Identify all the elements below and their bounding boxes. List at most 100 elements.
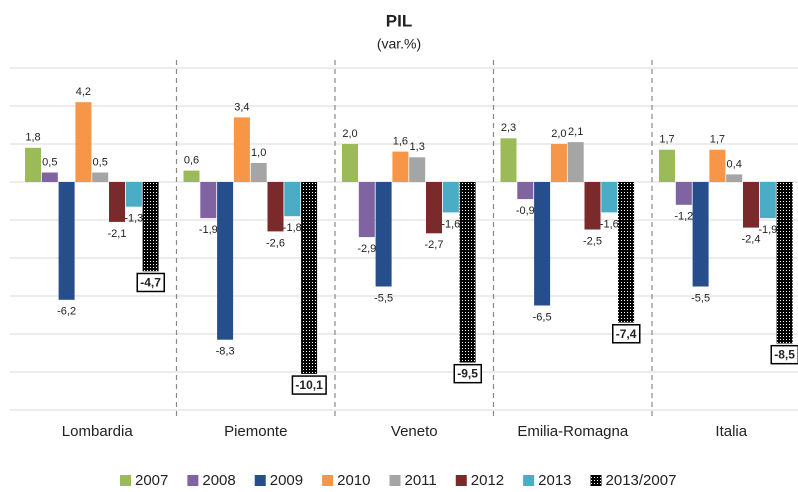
bar	[358, 182, 375, 238]
bar	[743, 182, 759, 228]
chart-subtitle: (var.%)	[377, 36, 421, 52]
legend-label: 2013	[538, 472, 571, 489]
data-label-box	[136, 272, 166, 293]
data-label: 1,0	[251, 147, 266, 159]
bar	[601, 182, 618, 213]
bar	[217, 182, 234, 340]
bar	[142, 182, 159, 272]
data-label: -2,1	[108, 228, 127, 240]
legend-label: 2009	[270, 472, 303, 489]
data-label: -0,9	[516, 205, 535, 217]
data-label-box	[291, 375, 327, 395]
data-label: 1,6	[393, 136, 408, 148]
data-label: 2,0	[342, 128, 357, 140]
legend-swatch	[187, 475, 199, 486]
data-label: 2,0	[551, 128, 566, 140]
data-label: -8,5	[774, 348, 795, 362]
data-label: 1,3	[410, 141, 425, 153]
bar	[534, 182, 551, 306]
legend-swatch	[120, 475, 131, 486]
data-label: 3,4	[234, 101, 249, 113]
data-label: 2,3	[501, 122, 516, 134]
data-label-box	[770, 344, 798, 365]
data-label: 0,6	[184, 155, 199, 167]
data-label: -7,4	[616, 327, 637, 341]
x-tick-label: Veneto	[391, 423, 438, 440]
legend-swatch	[523, 475, 535, 486]
legend-label: 2013/2007	[606, 472, 677, 489]
bar	[567, 142, 584, 182]
bar	[500, 138, 517, 182]
bar	[301, 182, 318, 374]
bar	[41, 172, 58, 182]
data-label: -5,5	[374, 292, 393, 304]
data-label: -9,5	[457, 367, 478, 381]
legend-swatch	[455, 475, 467, 486]
data-label: -2,6	[266, 237, 285, 249]
data-label: -6,5	[533, 311, 552, 323]
data-label: -1,3	[124, 213, 143, 225]
data-label: 1,7	[710, 134, 725, 146]
legend-label: 2007	[135, 472, 168, 489]
data-label: 2,1	[568, 126, 583, 138]
bar	[776, 182, 793, 344]
bar	[58, 182, 75, 300]
bar	[75, 102, 92, 182]
data-label-box	[612, 324, 641, 344]
legend-label: 2010	[337, 472, 370, 489]
bar	[284, 182, 301, 217]
x-tick-label: Emilia-Romagna	[517, 423, 629, 440]
data-label: -2,5	[583, 235, 602, 247]
bar	[375, 182, 392, 287]
data-label: -8,3	[216, 346, 235, 358]
bar	[759, 182, 776, 219]
chart-title: PIL	[386, 11, 412, 30]
x-tick-label: Piemonte	[224, 423, 287, 440]
data-label: -2,9	[357, 243, 376, 255]
legend-swatch	[590, 475, 602, 486]
legend-swatch	[254, 475, 266, 486]
data-label: -1,8	[283, 222, 302, 234]
legend-label: 2008	[202, 472, 235, 489]
data-label: -1,2	[674, 211, 693, 223]
data-label-box	[453, 363, 483, 384]
legend-swatch	[322, 475, 334, 486]
data-label: -1,6	[441, 218, 460, 230]
data-label: -10,1	[295, 378, 323, 392]
x-tick-label: Italia	[715, 423, 747, 440]
data-label: -5,5	[691, 292, 710, 304]
legend-swatch	[389, 475, 401, 486]
bar	[233, 117, 250, 182]
bar	[426, 182, 442, 234]
bar	[459, 182, 476, 363]
bar	[584, 182, 601, 230]
bar	[250, 163, 267, 182]
data-label: 1,7	[659, 134, 674, 146]
data-label: -2,7	[425, 239, 444, 251]
bar	[659, 149, 675, 182]
bar	[692, 182, 709, 287]
legend-label: 2012	[471, 472, 504, 489]
bar	[442, 182, 459, 213]
data-label: -4,7	[140, 275, 161, 289]
data-label: 0,5	[93, 156, 108, 168]
data-label: 1,8	[25, 132, 40, 144]
data-label: -1,6	[600, 218, 619, 230]
bar	[618, 182, 635, 323]
bar	[109, 182, 125, 222]
data-label: -2,4	[742, 234, 761, 246]
legend-label: 2011	[405, 472, 437, 489]
bar	[517, 182, 534, 200]
data-label: 4,2	[76, 86, 91, 98]
bar	[25, 147, 41, 182]
bar	[709, 149, 726, 182]
bar	[183, 170, 200, 182]
bar	[392, 151, 409, 182]
data-label: -6,2	[57, 306, 76, 318]
bar	[200, 182, 217, 219]
bar	[125, 182, 142, 207]
x-tick-label: Lombardia	[62, 423, 134, 440]
data-label: -1,9	[199, 224, 218, 236]
